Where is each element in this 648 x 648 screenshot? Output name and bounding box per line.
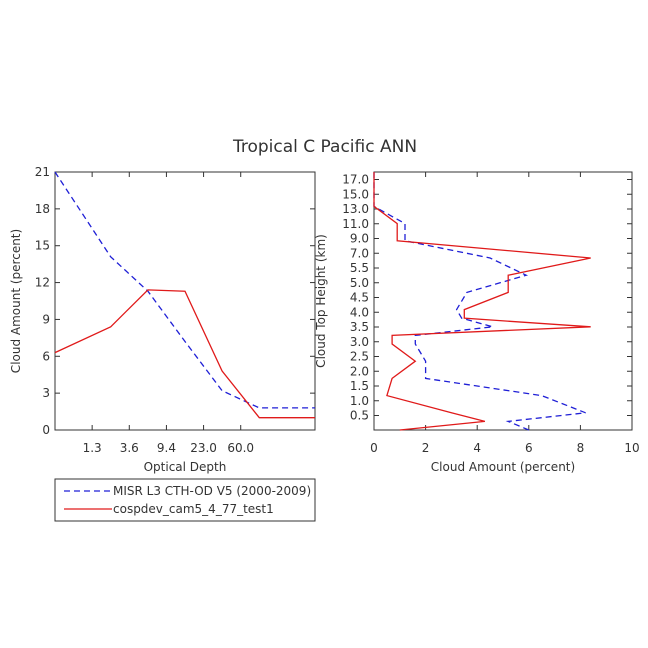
legend-box — [54, 478, 316, 522]
right-ytick-label: 4.0 — [350, 305, 369, 319]
left-ytick-label: 3 — [42, 386, 50, 400]
left-xtick-label: 23.0 — [190, 441, 217, 455]
left-xlabel: Optical Depth — [144, 460, 227, 474]
right-ytick-label: 4.5 — [350, 291, 369, 305]
left-xtick-label: 9.4 — [157, 441, 176, 455]
right-ytick-label: 13.0 — [342, 202, 369, 216]
right-ytick-label: 11.0 — [342, 217, 369, 231]
legend-label-misr: MISR L3 CTH-OD V5 (2000-2009) — [113, 484, 311, 498]
left-ylabel: Cloud Amount (percent) — [9, 229, 23, 373]
right-xlabel: Cloud Amount (percent) — [431, 460, 575, 474]
left-ytick-label: 15 — [35, 239, 50, 253]
left-series-misr — [54, 171, 315, 409]
right-ytick-label: 1.0 — [350, 394, 369, 408]
right-ytick-label: 1.5 — [350, 379, 369, 393]
left-series-cosp — [54, 289, 315, 419]
left-ytick-label: 6 — [42, 349, 50, 363]
left-xtick-label: 60.0 — [227, 441, 254, 455]
right-ytick-label: 3.0 — [350, 335, 369, 349]
left-plot-frame — [54, 171, 316, 431]
right-plot: 0.51.01.52.02.53.03.54.04.55.05.57.09.01… — [314, 171, 640, 474]
left-plot: 0 3 6 9 12 15 18 21 1.3 3.6 9.4 23.0 60.0 Optical De… — [9, 165, 316, 474]
chart-title: Tropical C Pacific ANN — [232, 137, 417, 157]
right-xtick-label: 2 — [422, 441, 430, 455]
right-ytick-label: 3.5 — [350, 320, 369, 334]
left-xtick-label: 3.6 — [120, 441, 139, 455]
right-ytick-label: 2.0 — [350, 364, 369, 378]
right-xtick-label: 8 — [577, 441, 585, 455]
legend: MISR L3 CTH-OD V5 (2000-2009) cospdev_ca… — [54, 478, 316, 522]
left-ytick-label: 9 — [42, 312, 50, 326]
right-xtick-label: 4 — [473, 441, 481, 455]
left-ytick-label: 18 — [35, 202, 50, 216]
left-xtick-label: 1.3 — [83, 441, 102, 455]
right-ytick-label: 5.0 — [350, 276, 369, 290]
right-series-misr — [373, 172, 586, 431]
right-xtick-label: 6 — [525, 441, 533, 455]
left-ytick-label: 21 — [35, 165, 50, 179]
right-ytick-label: 2.5 — [350, 350, 369, 364]
right-ytick-label: 15.0 — [342, 187, 369, 201]
right-ylabel: Cloud Top Height (km) — [314, 234, 328, 368]
legend-label-cosp: cospdev_cam5_4_77_test1 — [113, 502, 274, 516]
left-ytick-label: 0 — [42, 423, 50, 437]
left-ytick-label: 12 — [35, 276, 50, 290]
right-ytick-label: 17.0 — [342, 173, 369, 187]
right-series-cosp — [373, 172, 591, 431]
right-plot-frame — [373, 171, 633, 431]
right-xtick-label: 10 — [624, 441, 639, 455]
right-ytick-label: 0.5 — [350, 409, 369, 423]
right-xtick-label: 0 — [370, 441, 378, 455]
right-ytick-label: 9.0 — [350, 232, 369, 246]
right-ytick-label: 7.0 — [350, 246, 369, 260]
right-ytick-label: 5.5 — [350, 261, 369, 275]
